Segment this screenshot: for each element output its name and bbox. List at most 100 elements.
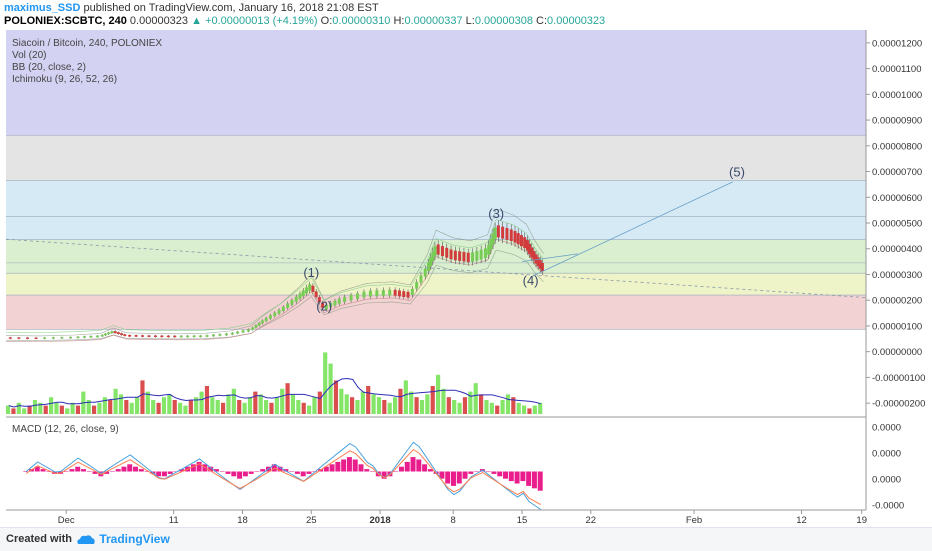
candle-body [147, 335, 151, 337]
macd-histogram-bar [410, 457, 416, 472]
candle-body [423, 268, 427, 277]
candle-body [321, 302, 325, 308]
candle-body [301, 290, 305, 297]
macd-histogram-bar [231, 471, 237, 477]
volume-bar [452, 400, 457, 414]
macd-histogram-bar [456, 471, 462, 484]
wave-label: (1) [303, 265, 319, 280]
published-text: published on TradingView.com, January 16… [83, 2, 379, 14]
volume-bar [436, 374, 441, 414]
candle-body [525, 240, 529, 251]
high-label: H: [393, 15, 405, 27]
macd-histogram-bar [520, 471, 526, 482]
tradingview-logo[interactable]: TradingView [76, 532, 170, 546]
volume-bar [161, 397, 167, 414]
volume-bar [118, 394, 124, 414]
volume-bar [312, 397, 317, 414]
volume-bar [350, 397, 355, 414]
candle-body [540, 262, 544, 272]
macd-histogram-bar [46, 471, 52, 472]
candle-body [317, 297, 321, 303]
macd-histogram-bar [248, 471, 254, 474]
candle-body [100, 334, 104, 337]
macd-histogram-bar [52, 471, 58, 474]
candle-body [173, 335, 177, 338]
volume-bar [86, 400, 91, 414]
candle-body [519, 235, 523, 247]
macd-histogram-bar [289, 471, 295, 472]
macd-tick-label: -0.0000 [872, 501, 904, 512]
volume-ma-line [8, 377, 541, 408]
price-tick-label: 0.00001100 [872, 64, 922, 75]
volume-bar [210, 397, 215, 414]
candle-body [82, 336, 86, 338]
price-tick-label: 0.00001200 [872, 38, 922, 49]
volume-bar [382, 400, 387, 414]
macd-histogram-bar [63, 471, 69, 472]
candle-body [257, 322, 261, 326]
macd-histogram-bar [237, 471, 243, 479]
time-tick-label: 2018 [370, 515, 391, 526]
macd-histogram-bar [75, 466, 81, 472]
volume-bar [522, 405, 527, 414]
volume-bar [425, 394, 430, 414]
price-tick-label: 0.00000400 [872, 244, 922, 255]
candle-body [76, 336, 80, 339]
volume-bar [156, 402, 161, 414]
volume-bar [393, 397, 398, 414]
volume-bar [285, 383, 290, 414]
candle-body [298, 293, 302, 299]
macd-histogram-bar [190, 464, 196, 472]
legend-ichimoku: Ichimoku (9, 26, 52, 26) [12, 74, 118, 85]
volume-bar [264, 400, 269, 414]
candle-body [493, 227, 497, 240]
candle-body [128, 334, 132, 337]
candle-body [343, 296, 347, 303]
price-change: +0.00000013 (+4.19%) [205, 15, 318, 27]
close-label: C: [536, 15, 548, 27]
volume-bar [430, 386, 435, 414]
volume-bar [54, 402, 59, 414]
macd-histogram-bar [208, 466, 214, 472]
macd-histogram-bar [109, 471, 115, 472]
volume-bar [253, 391, 258, 414]
volume-bar [484, 400, 489, 414]
macd-histogram-bar [445, 471, 451, 484]
volume-bar [339, 388, 344, 414]
chart-canvas: (1) (2) (3) (4) (5) 0.00001200 0.00001100 0.000… [5, 30, 925, 526]
volume-bar [38, 402, 43, 414]
volume-bar [6, 405, 11, 414]
candle-body [260, 320, 264, 324]
open-value: 0.00000310 [332, 15, 391, 27]
macd-histogram-bar [358, 464, 364, 472]
price-tick-label: 0.00000300 [872, 270, 922, 281]
up-arrow-icon: ▲ [191, 15, 202, 27]
wave-label: (5) [729, 165, 745, 180]
time-tick-label: 8 [451, 515, 456, 526]
fib-zone-top [6, 30, 866, 136]
volume-bar [167, 394, 172, 414]
fib-zone [6, 135, 866, 181]
volume-bar [511, 397, 516, 414]
macd-histogram-bar [474, 471, 480, 472]
volume-bar [419, 400, 425, 414]
candle-body [166, 335, 170, 338]
volume-bar [32, 400, 38, 414]
volume-bar [489, 402, 494, 414]
volume-bar [247, 397, 253, 414]
candle-body [356, 293, 360, 299]
volume-bar [113, 388, 118, 414]
volume-bar [70, 402, 75, 414]
volume-bar [532, 405, 537, 414]
time-tick-label: Dec [58, 515, 75, 526]
volume-bar [307, 405, 312, 414]
volume-bar [258, 394, 263, 414]
fib-zone [6, 216, 866, 240]
author-link[interactable]: maximus_SSD [4, 2, 81, 14]
volume-bar [183, 405, 188, 414]
candle-body [479, 249, 483, 260]
candle-body [523, 237, 527, 249]
macd-histogram-bar [23, 471, 29, 472]
candle-body [375, 290, 379, 297]
macd-histogram-bar [491, 471, 497, 474]
